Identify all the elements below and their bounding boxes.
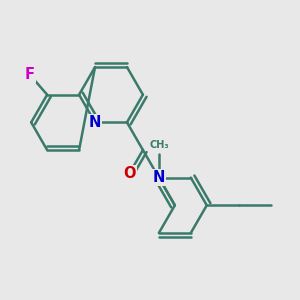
Text: N: N (89, 115, 101, 130)
Text: F: F (24, 67, 34, 82)
Text: N: N (153, 170, 165, 185)
Text: CH₃: CH₃ (149, 140, 169, 150)
Text: O: O (123, 166, 136, 181)
Text: N: N (153, 170, 165, 185)
